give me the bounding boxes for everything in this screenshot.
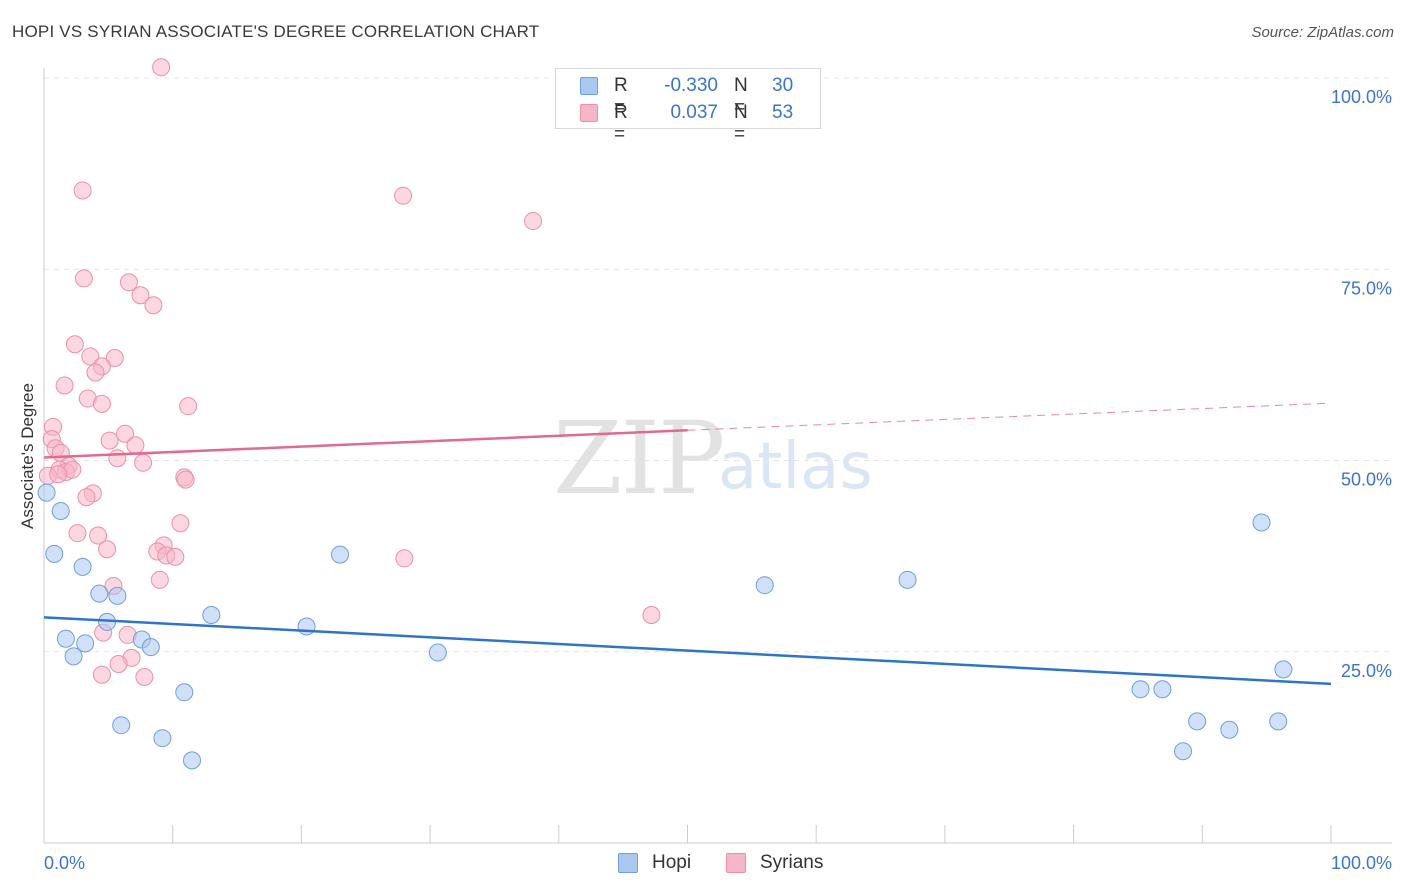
data-point [150,570,169,589]
legend-r-label: R = [614,102,628,145]
data-point [90,584,109,603]
y-tick-label: 25.0% [1341,661,1392,681]
data-point [1188,712,1207,731]
series-syrians [38,58,661,686]
data-point [183,751,202,770]
data-point [179,397,198,416]
data-point [73,557,92,576]
trend-line-hopi [43,616,1332,686]
legend-r-label: R = [614,75,628,118]
data-point [37,483,56,502]
data-point [1153,680,1172,699]
data-point [176,470,195,489]
data-point [135,667,154,686]
data-point [152,58,171,77]
data-point [1252,513,1271,532]
legend-n-value: 53 [772,102,794,123]
data-point [428,643,447,662]
data-point [126,436,145,455]
trend-line-extension-syrians [687,402,1332,431]
data-point [76,634,95,653]
legend-label-hopi: Hopi [652,852,692,873]
data-point [77,488,96,507]
data-point [1173,742,1192,761]
legend-swatch-syrians [580,104,598,122]
data-point [108,449,127,468]
data-point [92,394,111,413]
legend-n-label: N = [734,75,748,118]
data-point [134,453,153,472]
data-point [105,348,124,367]
data-point [112,716,131,735]
legend-swatch-hopi [618,853,638,873]
trend-line-syrians [43,429,688,459]
data-point [166,547,185,566]
y-tick-label: 50.0% [1341,470,1392,490]
data-point [116,424,135,443]
watermark-zip: ZIP [553,400,725,517]
data-point [524,212,543,231]
data-point [171,514,190,533]
data-point [64,647,83,666]
data-point [1274,660,1293,679]
data-point [65,335,84,354]
data-point [51,501,70,520]
data-point [202,606,221,625]
data-point [642,606,661,625]
data-point [98,540,117,559]
chart-title: HOPI VS SYRIAN ASSOCIATE'S DEGREE CORREL… [12,22,540,41]
legend-swatch-hopi [580,77,598,95]
legend-stats: R = -0.330 N = 30 R = 0.037 N = 53 [555,68,821,145]
data-point [395,549,414,568]
y-tick-label: 75.0% [1341,278,1392,298]
data-point [144,296,163,315]
data-point [1220,720,1239,739]
data-point [74,269,93,288]
data-point [1269,712,1288,731]
data-point [153,729,172,748]
x-tick-label: 0.0% [44,853,85,873]
data-point [131,286,150,305]
data-point [109,654,128,673]
data-point [73,181,92,200]
legend-r-value: -0.330 [664,75,718,96]
data-point [100,431,119,450]
data-point [45,544,64,563]
data-point [49,465,68,484]
data-point [141,638,160,657]
legend-r-value: 0.037 [670,102,718,123]
data-point [89,526,108,545]
data-point [331,545,350,564]
legend-n-value: 30 [772,75,794,96]
source-label: Source: ZipAtlas.com [1251,24,1394,41]
legend-swatch-syrians [726,853,746,873]
data-point [56,629,75,648]
series-hopi [37,483,1293,770]
watermark-atlas: atlas [718,430,873,504]
data-point [898,570,917,589]
y-tick-label: 100.0% [1331,87,1392,107]
data-point [755,576,774,595]
data-point [108,586,127,605]
data-point [119,273,138,292]
data-point [68,524,87,543]
data-point [175,683,194,702]
data-point [394,186,413,205]
data-point [92,665,111,684]
data-point [1131,680,1150,699]
data-point [55,376,74,395]
data-point [86,363,105,382]
data-point [81,347,100,366]
x-tick-label: 100.0% [1331,853,1392,873]
legend-label-syrians: Syrians [760,852,824,873]
legend-n-label: N = [734,102,748,145]
